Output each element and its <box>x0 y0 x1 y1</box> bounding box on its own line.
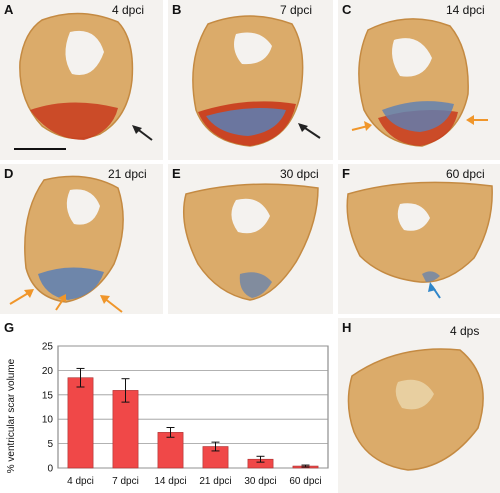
panel-label: C <box>342 2 352 17</box>
y-tick-label: 10 <box>42 415 54 426</box>
x-tick-label: 7 dpci <box>112 476 139 487</box>
panel-c: C 14 dpci <box>338 0 500 160</box>
blue-arrow <box>428 282 441 299</box>
chart-svg: 0 5 10 15 20 25 4 dpci 7 dpci 14 dpci 21 dpci 30 … <box>6 342 329 487</box>
orange-arrow-right <box>466 115 488 125</box>
panel-label: H <box>342 320 352 335</box>
x-tick-label: 4 dpci <box>67 476 94 487</box>
orange-arrow-right <box>100 295 123 313</box>
orange-arrow-left <box>9 289 34 305</box>
heart-section-image <box>24 175 124 303</box>
orange-arrow-left <box>351 121 372 131</box>
y-tick-label: 0 <box>47 464 53 475</box>
panel-label: E <box>172 166 181 181</box>
plot-frame <box>57 345 329 469</box>
panel-d: D 21 dpci <box>0 164 163 314</box>
time-label: 21 dpci <box>108 167 147 181</box>
time-label: 14 dpci <box>446 3 485 17</box>
bar <box>157 432 184 469</box>
x-tick-label: 14 dpci <box>154 476 186 487</box>
x-tick-label: 60 dpci <box>289 476 321 487</box>
panel-label: D <box>4 166 14 181</box>
panel-label: F <box>342 166 350 181</box>
time-label: 30 dpci <box>280 167 319 181</box>
scar-volume-chart: 0 5 10 15 20 25 4 dpci 7 dpci 14 dpci 21 dpci 30 … <box>0 318 338 493</box>
x-tick-label: 21 dpci <box>199 476 231 487</box>
heart-section-image <box>19 12 134 140</box>
x-tick-label: 30 dpci <box>244 476 276 487</box>
time-label: 4 dpci <box>112 3 145 17</box>
bar <box>67 377 94 469</box>
time-label: 60 dpci <box>446 167 485 181</box>
y-tick-label: 15 <box>42 390 54 401</box>
heart-section-image <box>358 18 469 147</box>
heart-section-image <box>347 348 484 471</box>
panel-label: A <box>4 2 14 17</box>
panel-a: A 4 dpci <box>0 0 163 160</box>
black-arrow <box>298 123 321 139</box>
y-tick-label: 20 <box>42 366 54 377</box>
heart-section-image <box>192 15 304 147</box>
scale-bar <box>14 148 66 150</box>
black-arrow <box>132 125 153 141</box>
panel-f: F 60 dpci <box>338 164 500 314</box>
time-label: 7 dpci <box>280 3 313 17</box>
panel-e: E 30 dpci <box>168 164 333 314</box>
panel-label: B <box>172 2 182 17</box>
y-tick-label: 25 <box>42 342 54 353</box>
panel-label: G <box>4 320 15 335</box>
panel-h: H 4 dps <box>338 318 500 493</box>
bar <box>112 390 139 469</box>
panel-b: B 7 dpci <box>168 0 333 160</box>
y-axis-label: % ventricular scar volume <box>6 358 17 473</box>
time-label: 4 dps <box>450 324 480 338</box>
y-tick-label: 5 <box>47 439 53 450</box>
orange-arrow-bottom <box>55 294 66 311</box>
heart-section-image <box>183 183 319 301</box>
heart-section-image <box>346 181 493 283</box>
